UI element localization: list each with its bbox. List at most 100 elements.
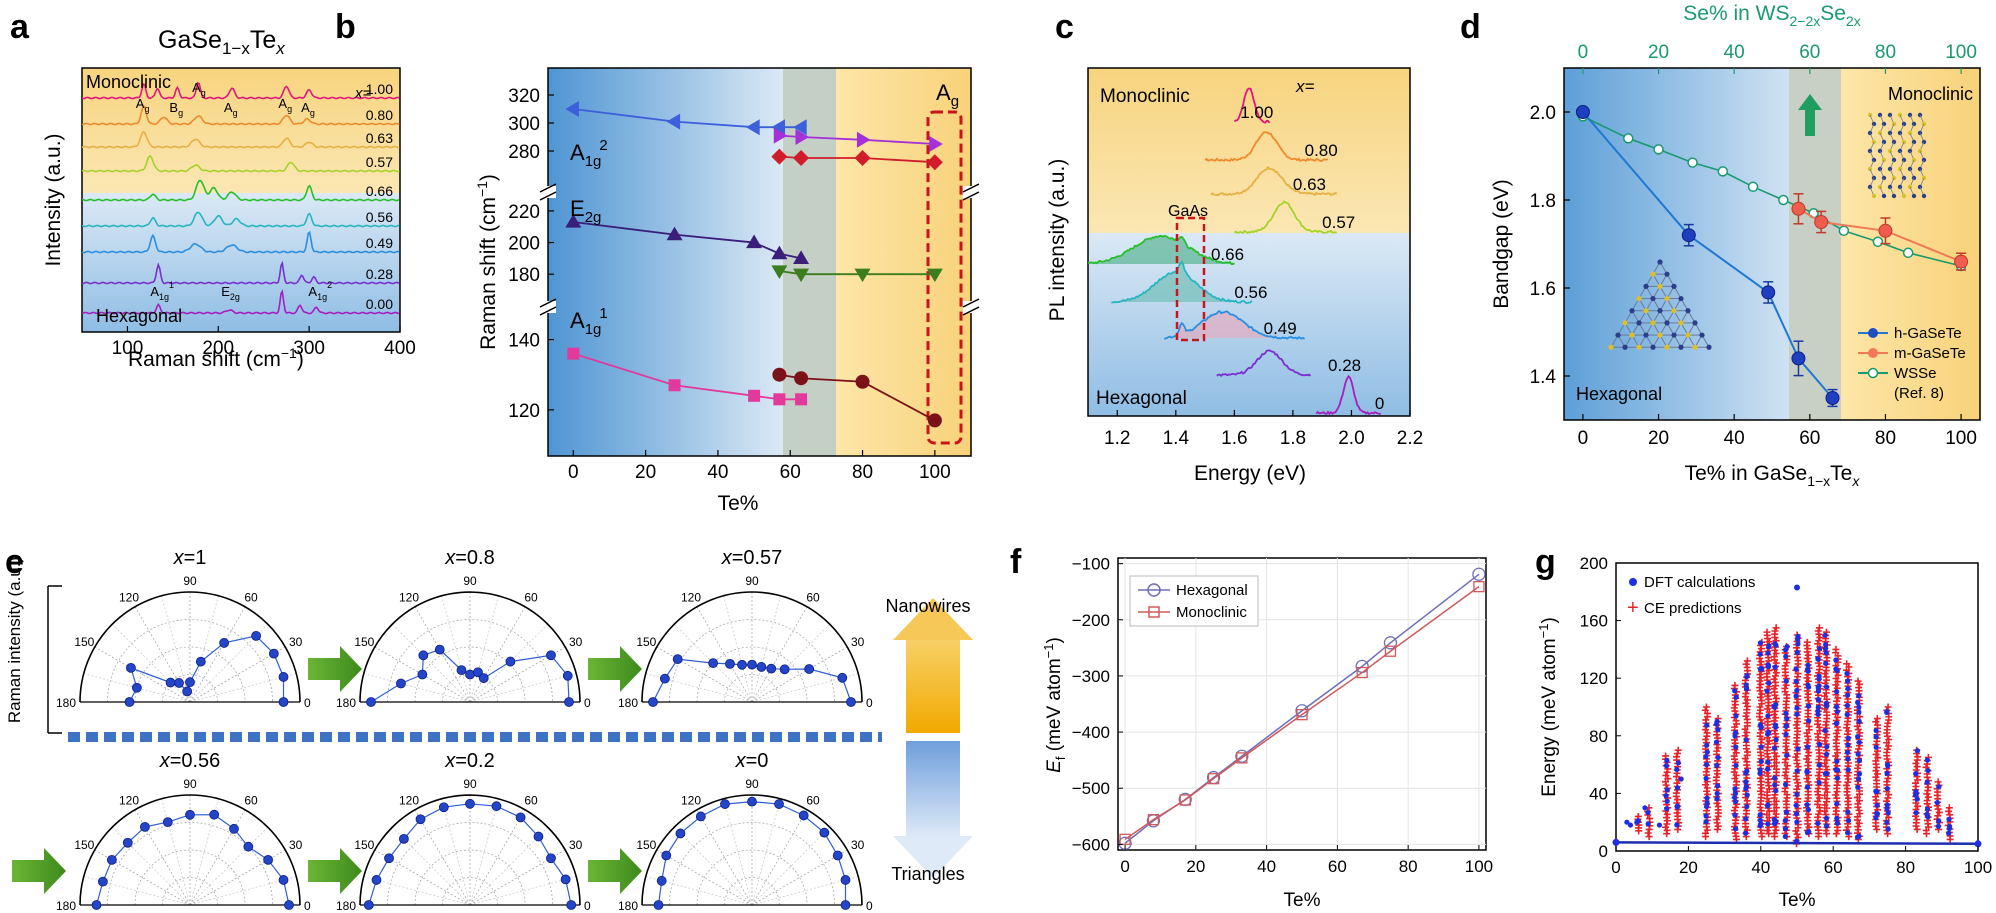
g-dft-point-6-4 <box>1732 786 1738 792</box>
g-dft-extra-8 <box>1855 776 1862 782</box>
e-angle-label-60: 60 <box>806 793 820 807</box>
g-dft-point-4-1 <box>1703 753 1709 760</box>
g-ce-point-24-9 <box>1945 804 1953 812</box>
g-ce-point-7-41 <box>1742 699 1750 707</box>
a-legend-label-0.80: 0.80 <box>366 107 393 123</box>
g-dft-point-10-6 <box>1773 724 1779 730</box>
g-ce-point-7-36 <box>1743 715 1751 723</box>
g-legend-dft: DFT calculations <box>1644 574 1755 591</box>
e-polar-point-2-11 <box>837 672 848 683</box>
g-ce-point-2-4 <box>1663 817 1671 825</box>
d-legend-m: m-GaSeTe <box>1894 345 1966 362</box>
e-polar-point-4-3 <box>398 833 409 844</box>
a-xtick-label-100: 100 <box>112 338 144 359</box>
e-grid-ring <box>669 822 835 906</box>
e-angle-label-60: 60 <box>244 793 258 807</box>
e-angle-label-180: 180 <box>336 899 356 913</box>
e-polar-point-2-3 <box>708 658 719 669</box>
g-dft-point-9-14 <box>1765 802 1771 808</box>
d-point-wsse-2 <box>1653 144 1664 155</box>
g-ce-point-13-57 <box>1804 645 1812 653</box>
g-dft-point-8-0 <box>1757 640 1764 646</box>
panel-b: 0 20 40 60 80 100 320 300 280 220 200 180 140 120 A1g… <box>474 67 980 515</box>
d-tri-atom <box>1622 320 1628 326</box>
g-ce-point-10-37 <box>1772 714 1780 722</box>
a-legend-header: x= <box>354 85 372 102</box>
e-polar-point-3-4 <box>139 821 150 832</box>
f-xtick-label-40: 40 <box>1257 857 1276 876</box>
g-ce-point-17-54 <box>1843 660 1851 668</box>
g-ce-point-15-17 <box>1822 775 1830 783</box>
g-dft-point-13-7 <box>1804 666 1811 673</box>
g-dft-point-5-0 <box>1713 739 1720 745</box>
a-spectrum-0.00 <box>81 289 400 315</box>
d-mono-atom <box>1911 193 1917 199</box>
c-spectrum-0.28 <box>1216 349 1312 377</box>
g-dft-point-14-12 <box>1816 673 1822 679</box>
e-angle-label-180: 180 <box>618 696 638 710</box>
e-polar-point-4-5 <box>438 802 449 813</box>
e-angle-label-90: 90 <box>183 777 197 791</box>
g-dft-point-15-2 <box>1823 660 1829 666</box>
g-ce-point-14-62 <box>1816 633 1824 641</box>
g-dft-point-15-1 <box>1822 646 1829 652</box>
b-point-4-1 <box>793 268 810 283</box>
g-ce-point-20-16 <box>1883 778 1891 786</box>
b-point-5-0 <box>567 347 580 360</box>
e-polar-point-5-8 <box>798 810 809 821</box>
e-polar-point-3-12 <box>284 900 294 910</box>
a-title: GaSe1−xTex <box>158 26 285 58</box>
e-polar-title-4: x=0.2 <box>444 750 494 772</box>
f-point-1-4 <box>1236 752 1248 764</box>
e-angle-label-120: 120 <box>681 793 701 807</box>
e-grid-spoke <box>111 623 191 703</box>
g-dft-point-7-9 <box>1742 830 1749 836</box>
g-dft-point-2-2 <box>1663 793 1669 799</box>
g-dft-point-4-5 <box>1704 803 1710 810</box>
e-grid-spoke <box>441 595 471 703</box>
a-legend-label-0.63: 0.63 <box>366 130 393 146</box>
e-angle-label-180: 180 <box>56 696 76 710</box>
g-ce-point-8-15 <box>1758 784 1766 792</box>
e-arrow-2 <box>588 646 642 692</box>
f-line-1 <box>1124 586 1480 840</box>
d-tri-atom <box>1657 259 1663 265</box>
f-point-0-7 <box>1383 636 1398 650</box>
e-polar-point-4-0 <box>363 900 374 910</box>
b-hexagonal-region <box>548 68 783 456</box>
e-polar-point-2-5 <box>737 659 747 670</box>
g-xtick-label-60: 60 <box>1824 858 1843 877</box>
b-point-2-1 <box>793 150 810 166</box>
g-dft-point-21-3 <box>1914 796 1920 802</box>
c-fill-0.66 <box>1088 235 1235 265</box>
d-frame <box>1563 67 1981 421</box>
e-polar-point-1-10 <box>546 650 556 661</box>
e-angle-label-60: 60 <box>806 590 820 604</box>
g-dft-point-11-14 <box>1782 833 1788 840</box>
g-dft-point-3-1 <box>1674 785 1681 791</box>
g-dft-point-10-15 <box>1772 664 1778 670</box>
e-polar-1: 180 150 120 90 60 30 0 x=0.8 <box>336 547 591 710</box>
g-dft-point-13-14 <box>1804 768 1810 774</box>
g-ce-point-5-24 <box>1713 747 1721 755</box>
d-point-wsse-4 <box>1717 166 1729 177</box>
g-ce-point-22-14 <box>1924 783 1932 791</box>
e-polar-point-2-1 <box>659 673 670 684</box>
c-spectrum-0.56 <box>1111 260 1253 304</box>
b-point-1-3 <box>929 136 943 152</box>
g-dft-point-16-11 <box>1833 720 1840 727</box>
g-dft-point-18-9 <box>1856 771 1863 777</box>
panel-g: 0 20 40 60 80 100 0 40 80 120 160 200 DFT calculati… <box>1536 554 1992 911</box>
d-tri-atom <box>1636 295 1642 302</box>
g-dft-point-3-3 <box>1674 822 1680 828</box>
g-dft-point-14-5 <box>1815 820 1821 826</box>
d-mono-atom <box>1921 193 1927 199</box>
e-polar-point-0-6 <box>185 677 195 688</box>
g-ce-point-15-21 <box>1822 763 1830 771</box>
g-ce-point-12-3 <box>1793 830 1801 838</box>
g-dft-point-12-11 <box>1793 666 1799 672</box>
g-ce-point-5-3 <box>1713 816 1721 824</box>
e-grid-spoke <box>673 826 753 906</box>
a-legend-label-0.56: 0.56 <box>366 209 393 225</box>
